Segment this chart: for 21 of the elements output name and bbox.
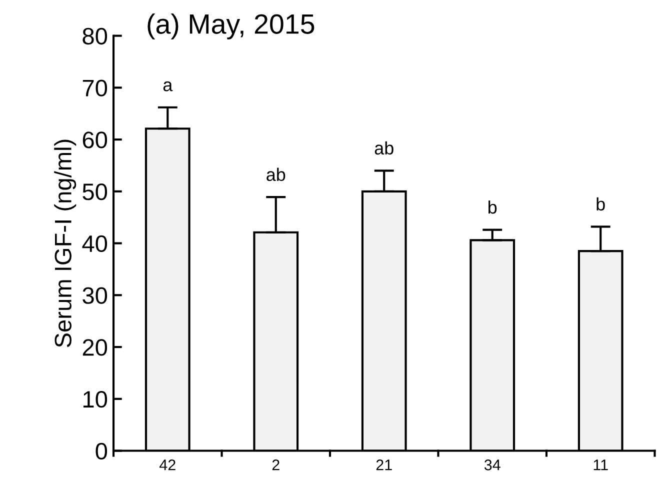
annotation: ab: [266, 168, 286, 182]
x-tick-label: 2: [272, 460, 280, 470]
y-tick-label: 20: [82, 339, 108, 356]
y-tick-label: 50: [82, 183, 108, 200]
y-tick-label: 70: [82, 80, 108, 96]
chart-title: (a) May, 2015: [148, 14, 314, 40]
y-tick-label: 80: [82, 28, 108, 45]
x-tick-label: 42: [159, 460, 176, 470]
y-tick-label: 40: [82, 235, 108, 252]
annotation: ab: [374, 141, 394, 155]
y-tick-label: 60: [82, 132, 108, 148]
y-tick-label: 30: [82, 287, 108, 304]
y-tick-label: 0: [96, 442, 108, 460]
x-tick-label: 21: [376, 460, 392, 470]
x-tick-label: 11: [594, 460, 608, 470]
x-tick-label: 34: [484, 460, 500, 470]
annotation: b: [488, 200, 497, 214]
y-axis-title: Serum IGF-I (ng/ml): [54, 140, 76, 348]
annotation: a: [163, 81, 173, 92]
annotation: b: [596, 197, 605, 211]
y-tick-label: 10: [84, 390, 108, 408]
